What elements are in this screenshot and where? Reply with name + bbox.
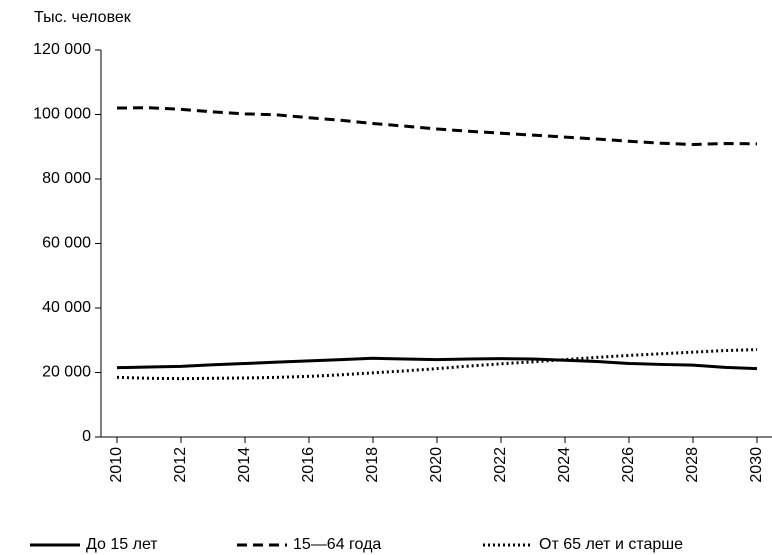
x-tick-label: 2026 xyxy=(620,447,637,483)
x-tick-label: 2016 xyxy=(300,447,317,483)
x-tick-label: 2010 xyxy=(108,447,125,483)
y-tick-label: 60 000 xyxy=(42,235,91,252)
x-tick-label: 2024 xyxy=(556,447,573,483)
series-line xyxy=(116,356,758,371)
x-tick-label: 2012 xyxy=(172,447,189,483)
x-tick-label: 2030 xyxy=(748,447,765,483)
x-tick-label: 2018 xyxy=(364,447,381,483)
legend-label: 15—64 года xyxy=(293,536,381,553)
y-tick-label: 0 xyxy=(82,428,91,445)
y-tick-label: 100 000 xyxy=(33,106,91,123)
x-tick-label: 2022 xyxy=(492,447,509,483)
legend-label: От 65 лет и старше xyxy=(539,536,683,553)
series-line xyxy=(116,348,758,381)
legend-label: До 15 лет xyxy=(86,536,158,553)
x-tick-label: 2014 xyxy=(236,447,253,483)
series-line xyxy=(116,106,758,146)
y-tick-label: 120 000 xyxy=(33,41,91,58)
y-tick-label: 20 000 xyxy=(42,364,91,381)
x-tick-label: 2020 xyxy=(428,447,445,483)
y-tick-label: 40 000 xyxy=(42,299,91,316)
y-tick-label: 80 000 xyxy=(42,170,91,187)
y-axis-label: Тыс. человек xyxy=(34,9,132,26)
x-tick-label: 2028 xyxy=(684,447,701,483)
